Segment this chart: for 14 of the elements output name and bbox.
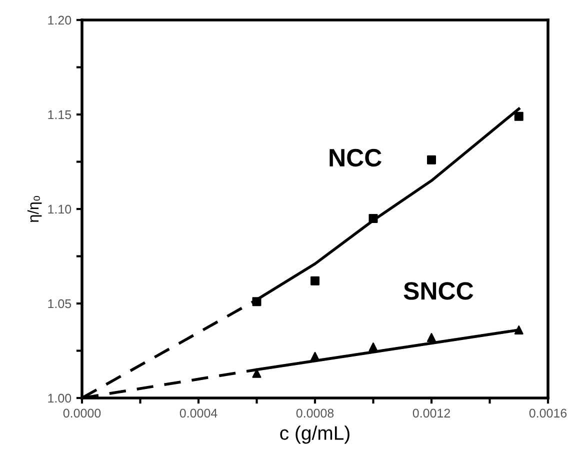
- x-tick-label: 0.0004: [180, 408, 218, 418]
- y-tick-label: 1.05: [48, 299, 72, 308]
- y-axis-title: η/η₀: [27, 196, 42, 222]
- y-tick-label: 1.20: [48, 16, 72, 25]
- x-tick-label: 0.0008: [296, 408, 334, 418]
- series-label: NCC: [330, 148, 382, 167]
- x-tick-label: 0.0016: [529, 408, 567, 418]
- x-axis-title: c (g/mL): [280, 426, 350, 444]
- y-tick-label: 1.15: [48, 110, 72, 120]
- series-label: SNCC: [404, 282, 474, 300]
- y-tick-label: 1.00: [48, 394, 72, 403]
- x-tick-label: 0.0000: [63, 408, 101, 418]
- x-tick-label: 0.0012: [412, 408, 450, 418]
- y-tick-label: 1.10: [48, 204, 72, 214]
